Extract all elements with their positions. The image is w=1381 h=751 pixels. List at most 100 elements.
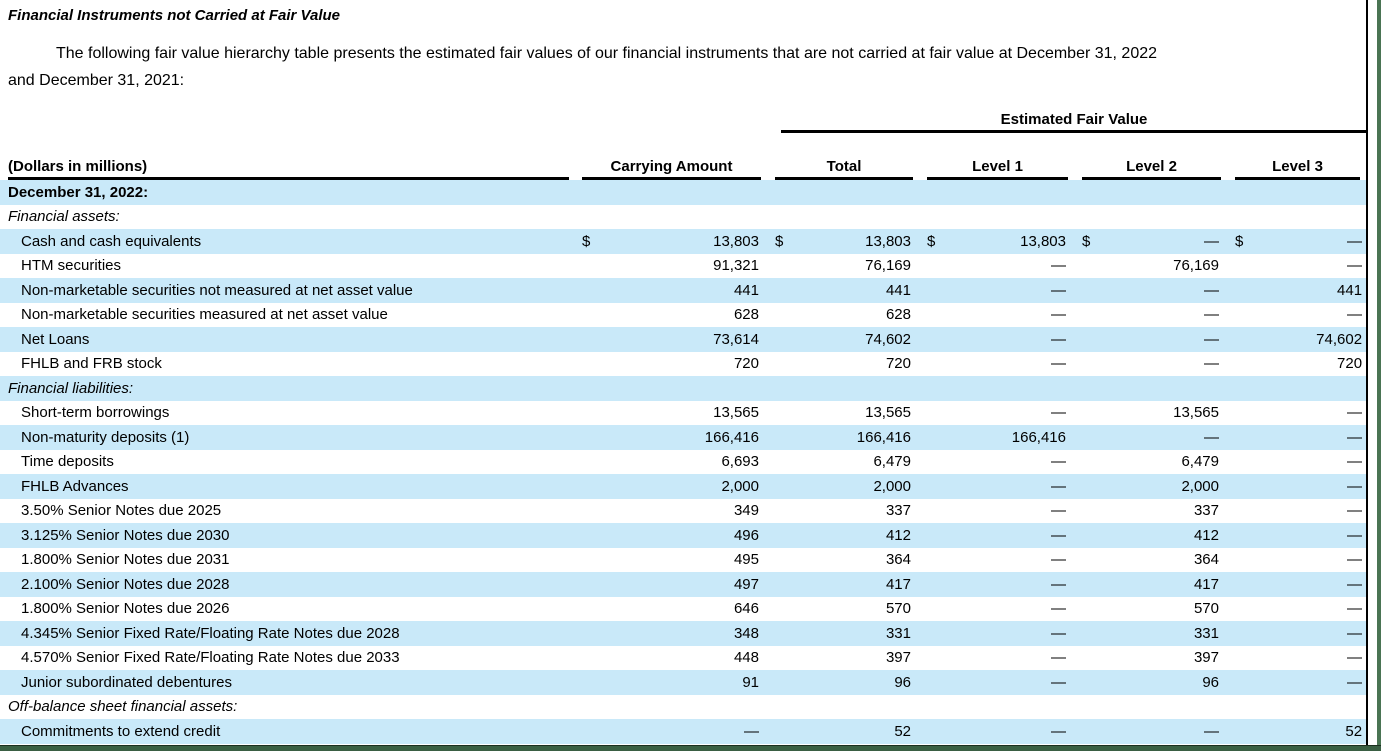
cell-value: —	[1204, 722, 1219, 740]
cell-value: 2,000	[873, 477, 911, 495]
row-label: Junior subordinated debentures	[0, 670, 575, 695]
cell-value: 412	[885, 526, 911, 544]
value-cell: —	[920, 302, 1075, 327]
value-cell: 2,000	[1075, 474, 1228, 499]
cell-value: —	[1051, 600, 1066, 618]
value-cell: —	[1228, 596, 1368, 621]
value-cell: 166,416	[575, 425, 768, 450]
row-label: HTM securities	[0, 253, 575, 278]
cell-value: 96	[894, 673, 911, 691]
value-cell: —	[920, 449, 1075, 474]
cell-value: 497	[733, 575, 759, 593]
cell-value: —	[1347, 306, 1363, 324]
cell-value: 397	[1193, 649, 1219, 667]
row-label: 4.570% Senior Fixed Rate/Floating Rate N…	[0, 645, 575, 670]
cell-value: 166,416	[856, 428, 911, 446]
value-cell: 13,565	[768, 400, 920, 425]
table-row: 1.800% Senior Notes due 2031 495 364 — 364 —	[0, 547, 1368, 572]
row-label: Net Loans	[0, 327, 575, 352]
cell-value: —	[1204, 281, 1219, 299]
cell-value: —	[1347, 649, 1363, 667]
page-right-border	[1366, 0, 1368, 751]
value-cell: $13,803	[920, 229, 1075, 254]
dollar-sign: $	[775, 232, 784, 250]
value-cell: 6,479	[1075, 449, 1228, 474]
cell-value: —	[1204, 355, 1219, 373]
value-cell: —	[920, 547, 1075, 572]
cell-value: 96	[1202, 673, 1219, 691]
value-cell: 76,169	[1075, 253, 1228, 278]
table-row: 4.570% Senior Fixed Rate/Floating Rate N…	[0, 645, 1368, 670]
table-row: Non-marketable securities not measured a…	[0, 278, 1368, 303]
value-cell: —	[1075, 302, 1228, 327]
table-row: December 31, 2022:	[0, 180, 1368, 205]
table-row: Cash and cash equivalents $13,803 $13,803 $…	[0, 229, 1368, 254]
cell-value: 73,614	[713, 330, 759, 348]
cell-value: 364	[1193, 551, 1219, 569]
cell-value: —	[1051, 355, 1066, 373]
cell-value: 720	[1337, 355, 1363, 373]
value-cell: 74,602	[768, 327, 920, 352]
value-cell: 628	[575, 302, 768, 327]
cell-value: —	[1204, 428, 1219, 446]
cell-value: —	[1347, 624, 1363, 642]
cell-value: 13,803	[865, 232, 911, 250]
row-label: FHLB and FRB stock	[0, 351, 575, 376]
cell-value: 412	[1193, 526, 1219, 544]
value-cell: —	[1228, 621, 1368, 646]
cell-value: 13,803	[1020, 232, 1066, 250]
value-cell: 166,416	[920, 425, 1075, 450]
table-row: FHLB and FRB stock 720 720 — — 720	[0, 351, 1368, 376]
intro-paragraph: The following fair value hierarchy table…	[8, 40, 1360, 94]
value-cell: —	[920, 400, 1075, 425]
value-cell: 349	[575, 498, 768, 523]
cell-value: 74,602	[1316, 330, 1363, 348]
cell-value: —	[1051, 281, 1066, 299]
cell-value: 6,693	[721, 453, 759, 471]
cell-value: 74,602	[865, 330, 911, 348]
cell-value: 6,479	[873, 453, 911, 471]
cell-value: 448	[733, 649, 759, 667]
cell-value: 13,565	[1173, 404, 1219, 422]
cell-value: —	[1051, 624, 1066, 642]
value-cell: 720	[768, 351, 920, 376]
cell-value: 76,169	[865, 257, 911, 275]
value-cell: 570	[768, 596, 920, 621]
row-label: 3.50% Senior Notes due 2025	[0, 498, 575, 523]
cell-value: 495	[733, 551, 759, 569]
cell-value: 166,416	[704, 428, 759, 446]
value-cell: $ —	[1228, 229, 1368, 254]
value-cell: —	[920, 278, 1075, 303]
group-header-row: Estimated Fair Value	[0, 104, 1368, 133]
cell-value: 348	[733, 624, 759, 642]
value-cell: 646	[575, 596, 768, 621]
cell-value: —	[1051, 502, 1066, 520]
cell-value: —	[1347, 600, 1363, 618]
row-label: 1.800% Senior Notes due 2031	[0, 547, 575, 572]
value-cell: 417	[1075, 572, 1228, 597]
value-cell: 2,000	[768, 474, 920, 499]
cell-value: 720	[733, 355, 759, 373]
value-cell: —	[1228, 449, 1368, 474]
value-cell: 720	[575, 351, 768, 376]
cell-value: 628	[733, 306, 759, 324]
value-cell: —	[920, 498, 1075, 523]
value-cell: —	[920, 253, 1075, 278]
cell-value: —	[1347, 673, 1363, 691]
value-cell: 76,169	[768, 253, 920, 278]
window-edge-bottom	[0, 745, 1381, 751]
value-cell: —	[1075, 425, 1228, 450]
value-cell: 628	[768, 302, 920, 327]
value-cell: 497	[575, 572, 768, 597]
value-cell: —	[1075, 719, 1228, 744]
cell-value: 570	[885, 600, 911, 618]
table-row: 2.100% Senior Notes due 2028 497 417 — 417 —	[0, 572, 1368, 597]
cell-value: 496	[733, 526, 759, 544]
cell-value: 397	[885, 649, 911, 667]
cell-value: 2,000	[721, 477, 759, 495]
table-row: Financial assets:	[0, 204, 1368, 229]
col-level-3: Level 3	[1228, 133, 1368, 180]
cell-value: 13,565	[713, 404, 759, 422]
cell-value: —	[1347, 526, 1363, 544]
